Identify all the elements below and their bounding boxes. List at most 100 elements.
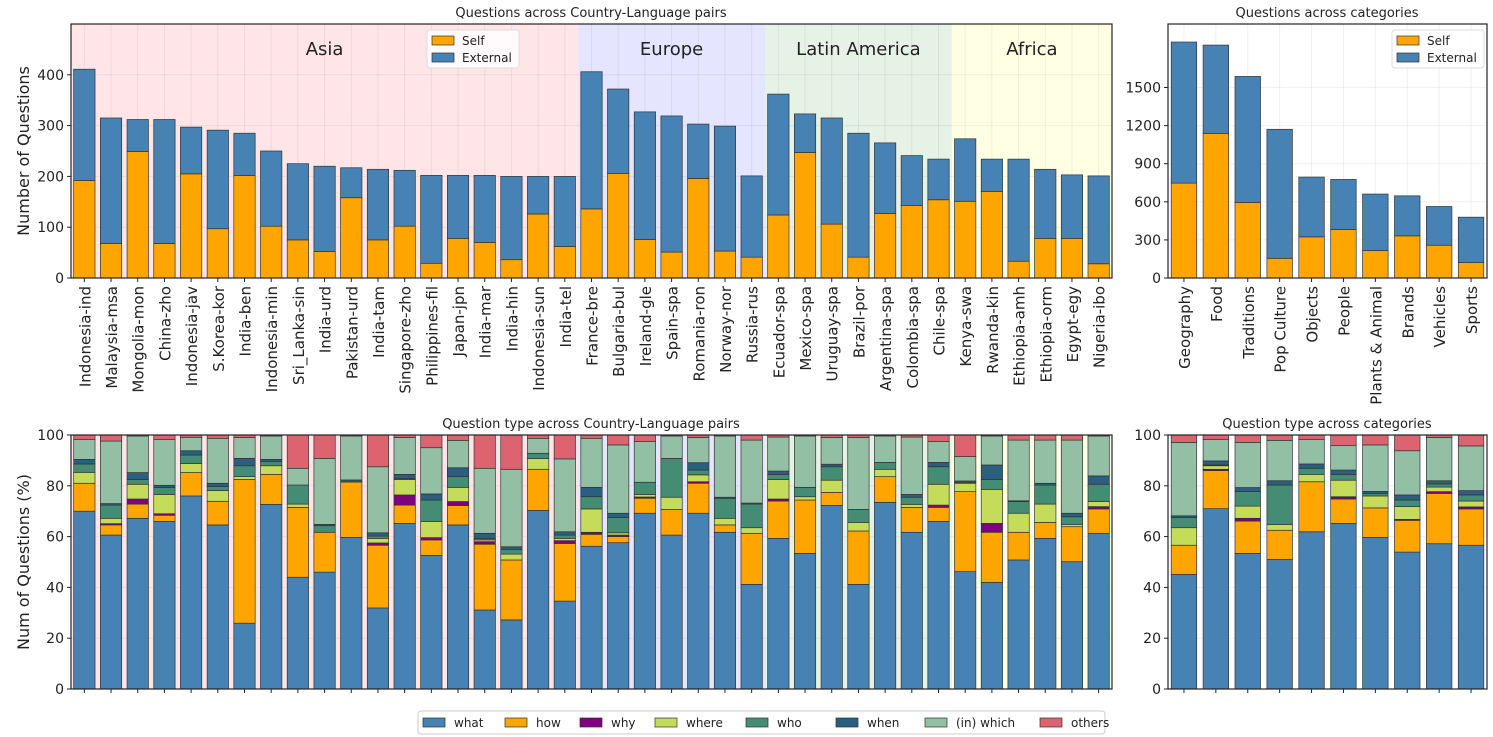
bar-segment-when [927,462,950,468]
bar-segment-how [980,531,1003,583]
bar-external [900,155,923,206]
bar-segment-what [420,555,443,690]
bar-segment-where [900,503,923,508]
x-tick-label: Indonesia-jav [183,286,201,386]
x-tick-label: France-bre [584,286,602,366]
bar-self [740,256,763,279]
bar-segment-who [740,503,763,529]
bar-segment-where [1202,465,1229,470]
bar-segment-others [420,434,443,449]
bar-segment-what [980,581,1003,690]
bar-segment-in-which [366,466,389,534]
bar-segment-in-which [767,436,790,472]
bar-segment-what [393,523,416,690]
bar-segment-how [927,507,950,522]
legend-label: when [867,716,899,730]
bar-self [100,243,123,279]
bar-segment-what [1426,543,1453,690]
bar-segment-where [1034,503,1057,523]
bar-segment-others [740,434,763,441]
bar-segment-what [1034,538,1057,690]
bar-segment-who [553,534,576,539]
bar-segment-what [233,622,256,690]
legend-label: others [1071,716,1109,730]
bar-segment-in-which [687,437,710,464]
bar-segment-in-which [954,456,977,482]
bar-self [206,228,229,279]
y-tick-label: 80 [1143,479,1161,495]
bar-segment-who [420,499,443,522]
bar-segment-what [660,534,683,690]
x-tick-label: Food [1208,286,1226,322]
bar-segment-what [473,609,496,690]
x-tick-label: China-zho [156,286,174,361]
bar-segment-how [366,544,389,609]
bar-self [1394,235,1421,279]
legend-swatch [654,717,678,728]
legend-label-external: External [462,51,512,65]
bar-segment-what [1202,508,1229,690]
bar-segment-in-which [420,447,443,495]
bar-segment-how [340,481,363,538]
bar-segment-how [260,474,283,505]
bar-segment-who [794,486,817,498]
bar-segment-how [794,499,817,554]
bar-segment-where [1087,501,1110,507]
bar-segment-how [1362,507,1389,538]
bar-segment-who [206,486,229,491]
y-tick-label: 300 [1134,233,1161,249]
bar-self [927,199,950,279]
bar-segment-why [447,501,470,506]
bar-segment-who [847,509,870,523]
bar-segment-what [1298,531,1325,690]
legend-swatch-self [1396,35,1420,46]
bar-segment-in-which [847,437,870,510]
bar-segment-when [1298,463,1325,469]
bar-segment-in-which [927,441,950,463]
bar-segment-where [420,521,443,538]
bar-segment-what [100,534,123,690]
bar-segment-what [500,619,523,690]
bar-segment-what [553,600,576,690]
x-tick-label: Bulgaria-bul [610,286,628,377]
bar-segment-who [607,517,630,534]
bar-self [767,214,790,279]
bar-segment-how [206,500,229,526]
bar-segment-what [1266,559,1293,690]
bar-segment-in-which [1426,437,1453,482]
bar-self [660,251,683,279]
bar-self [847,256,870,279]
bar-segment-others [1007,434,1030,441]
bar-segment-others [633,434,656,442]
x-tick-label: Mongolia-mon [130,286,148,393]
bar-segment-where [580,508,603,533]
bar-segment-how [393,504,416,524]
legend-label-self: Self [1427,34,1450,48]
legend-label-self: Self [462,34,485,48]
bar-segment-where [260,465,283,475]
bar-segment-where [794,496,817,501]
y-tick-label: 1200 [1125,119,1161,135]
bar-external [527,176,550,215]
bar-external [767,93,790,216]
x-tick-label: Colombia-spa [904,286,922,388]
bar-segment-how [767,500,790,539]
x-tick-label: Geography [1176,286,1194,369]
bar-segment-others [927,434,950,442]
x-tick-label: Mexico-spa [797,286,815,371]
y-tick-label: 900 [1134,157,1161,173]
bar-segment-how [1034,522,1057,539]
bar-segment-how [126,503,149,519]
bar-self [286,239,309,279]
bar-segment-what [366,607,389,690]
bar-segment-where [393,479,416,496]
bar-segment-when [607,512,630,518]
bar-segment-where [153,494,176,515]
chart-title-type-pairs: Question type across Country-Language pa… [442,417,740,432]
bar-segment-in-which [1060,439,1083,514]
bar-segment-how [180,472,203,497]
bar-segment-how [740,532,763,585]
bar-segment-in-which [713,435,736,498]
bar-segment-others [100,434,123,442]
